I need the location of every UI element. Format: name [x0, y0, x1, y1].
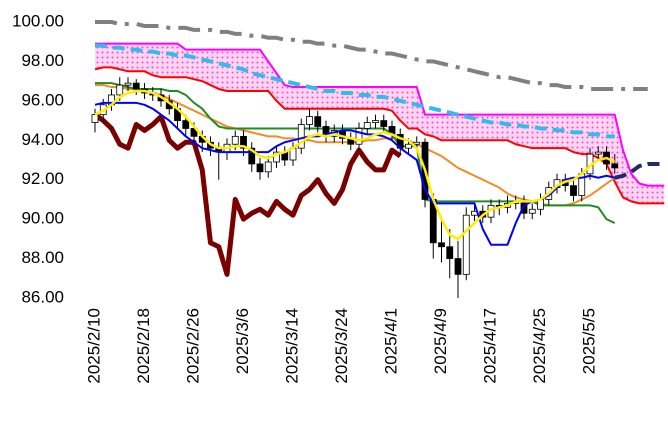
x-tick-label: 2025/2/18 — [134, 308, 153, 384]
candle-body — [190, 128, 198, 137]
series-line — [95, 20, 648, 92]
x-tick-label: 2025/4/1 — [381, 308, 400, 374]
candle-body — [248, 147, 256, 165]
x-tick-label: 2025/3/6 — [233, 308, 252, 374]
candle-body — [273, 151, 280, 163]
x-tick-label: 2025/3/14 — [282, 308, 301, 384]
candle-body — [611, 163, 619, 169]
candle-body — [454, 258, 462, 275]
candle-body — [570, 185, 577, 196]
candle-body — [132, 82, 140, 90]
series-line — [614, 161, 665, 180]
candle-body — [231, 135, 239, 145]
x-tick-label: 2025/2/26 — [183, 308, 202, 384]
series-line — [93, 112, 402, 277]
candle-body — [380, 120, 388, 127]
candle-body — [446, 246, 454, 259]
candle-body — [363, 122, 371, 129]
y-tick-label: 86.00 — [21, 287, 64, 306]
candle-body — [372, 120, 379, 123]
plot-area — [91, 20, 665, 298]
cloud-fill — [95, 43, 665, 204]
candle-body — [91, 114, 99, 123]
series-line — [95, 42, 665, 187]
x-tick-label: 2025/3/24 — [332, 308, 351, 384]
candle-body — [413, 141, 421, 145]
x-tick-label: 2025/4/17 — [480, 308, 499, 384]
x-tick-label: 2025/5/5 — [579, 308, 598, 374]
y-tick-label: 90.00 — [21, 209, 64, 228]
x-tick-label: 2025/4/9 — [431, 308, 450, 374]
candle-body — [256, 163, 264, 173]
candle-body — [264, 161, 272, 173]
y-tick-label: 98.00 — [21, 51, 64, 70]
candle-body — [594, 151, 602, 155]
y-tick-label: 96.00 — [21, 90, 64, 109]
series-line — [94, 101, 615, 246]
series-line — [94, 66, 665, 205]
candle-body — [405, 143, 412, 149]
candle-body — [314, 116, 322, 127]
candle-body — [438, 242, 445, 248]
candle-body — [182, 120, 190, 129]
candle-body — [116, 84, 124, 96]
candle-body — [355, 128, 363, 145]
y-tick-label: 100.00 — [12, 11, 64, 30]
candle-body — [306, 116, 313, 125]
candle-body — [124, 82, 132, 86]
x-tick-label: 2025/4/25 — [530, 308, 549, 384]
y-tick-label: 92.00 — [21, 169, 64, 188]
candle-body — [240, 135, 247, 149]
y-tick-label: 88.00 — [21, 248, 64, 267]
series-line — [95, 43, 615, 139]
series-line — [94, 89, 616, 241]
x-tick-label: 2025/2/10 — [84, 308, 103, 384]
candle-body — [297, 124, 305, 149]
y-tick-label: 94.00 — [21, 130, 64, 149]
candle-body — [462, 214, 470, 275]
candle-body — [528, 208, 536, 214]
